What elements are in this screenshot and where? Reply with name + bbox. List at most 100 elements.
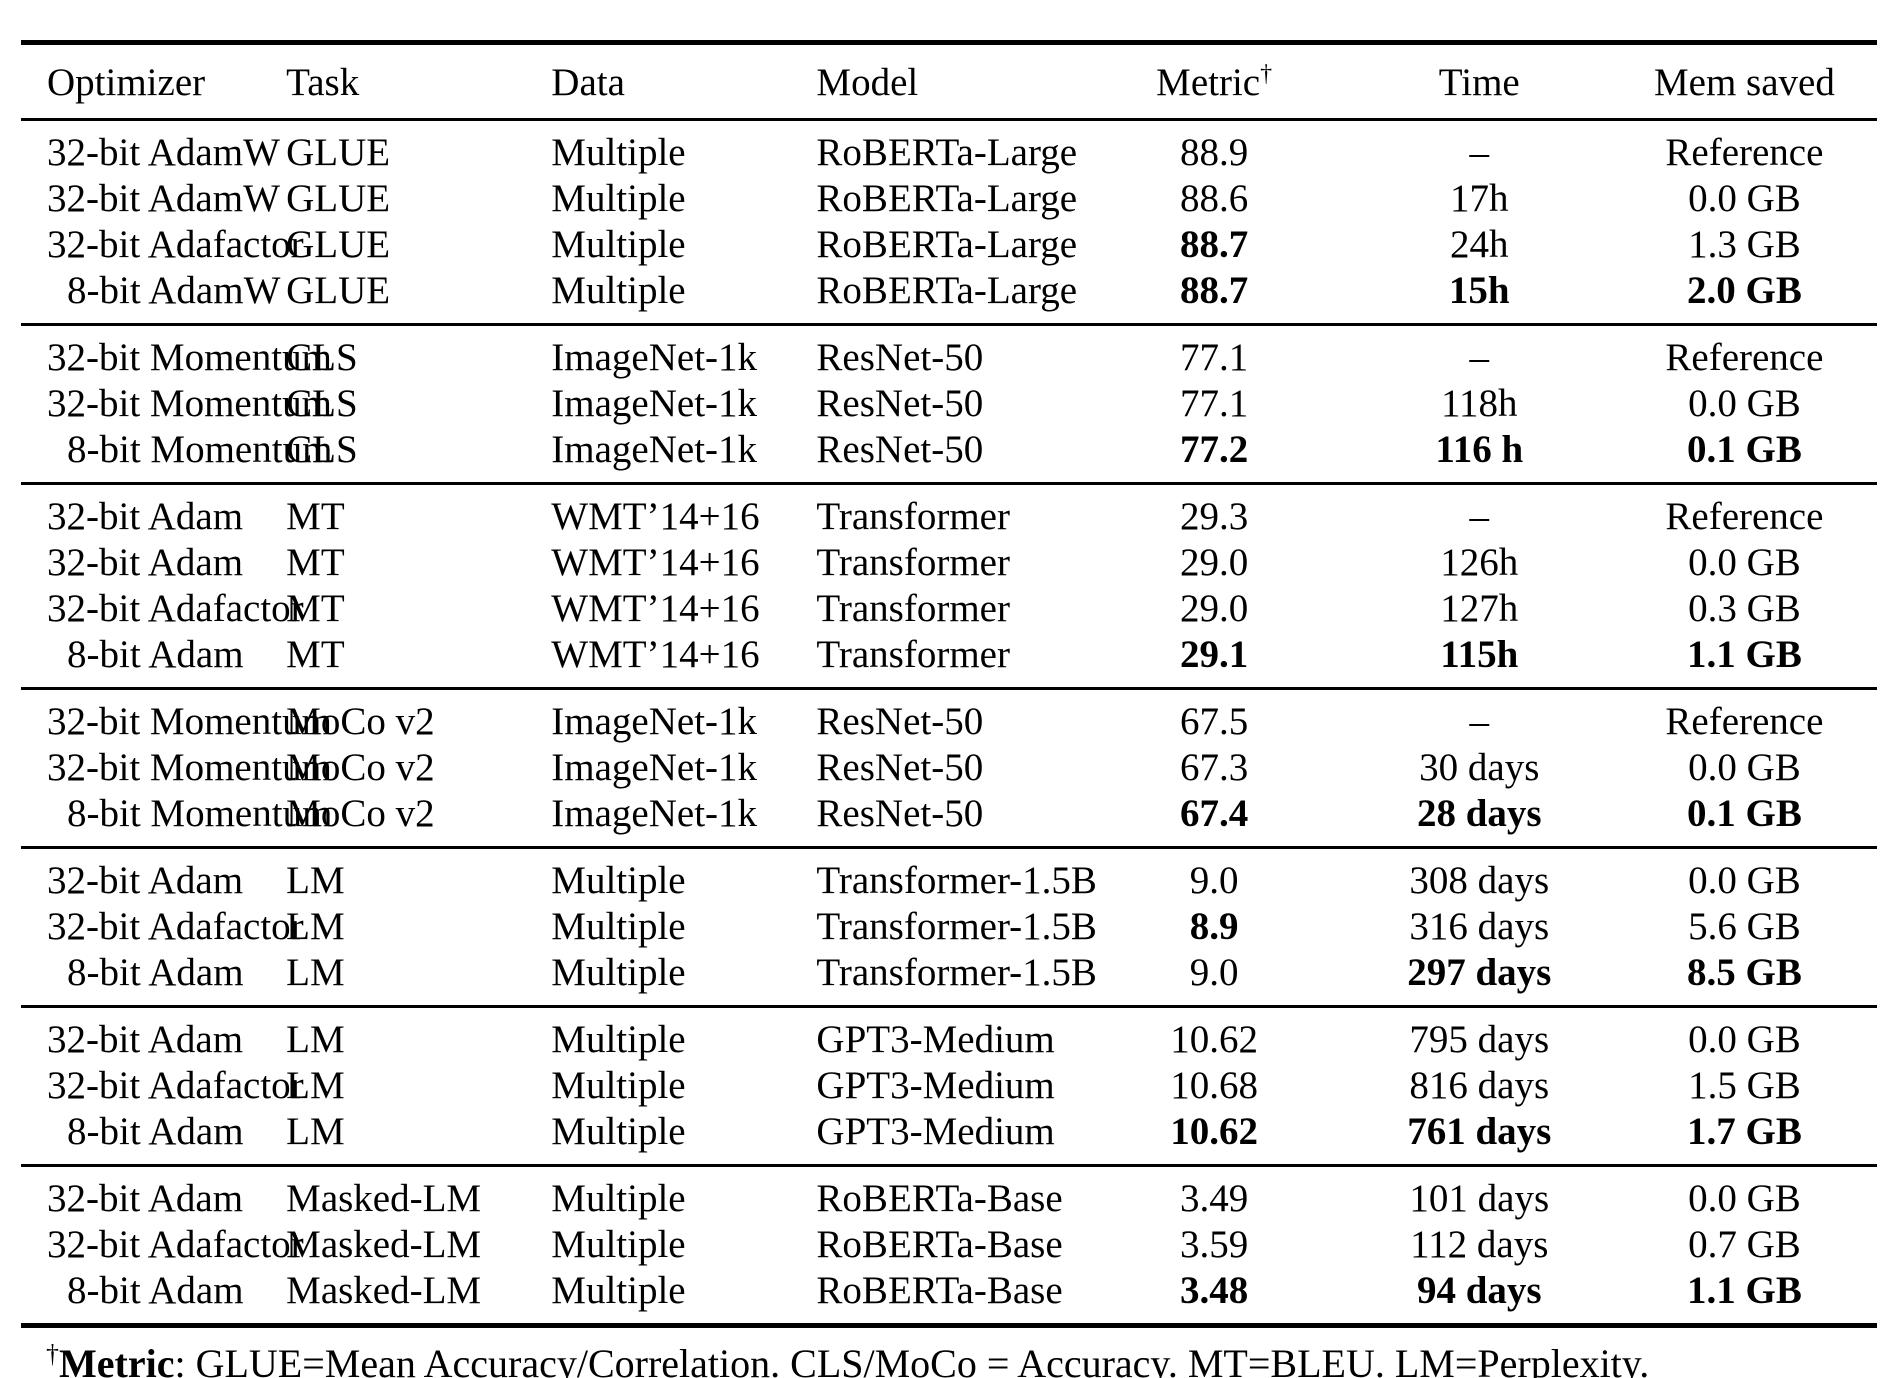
cell-mem-saved: Reference <box>1665 495 1824 538</box>
cell-data: Multiple <box>551 131 686 174</box>
cell-task: LM <box>286 1064 345 1107</box>
table-row: 32-bit Adafactor MT WMT’14+16 Transformer 29… <box>21 586 1877 632</box>
cell-optimizer: 8-bit Adam <box>67 1110 244 1153</box>
cell-model: Transformer-1.5B <box>816 905 1097 948</box>
cell-data: Multiple <box>551 1269 686 1312</box>
cell-optimizer: 32-bit AdamW <box>47 177 280 220</box>
cell-model: ResNet-50 <box>816 336 984 379</box>
cell-time: 308 days <box>1409 859 1550 902</box>
cell-model: Transformer-1.5B <box>816 951 1097 994</box>
header-row: Optimizer Task Data Model Metric† Time Mem sav… <box>21 43 1877 120</box>
cell-model: RoBERTa-Large <box>816 177 1078 220</box>
column-header-label: Metric <box>1156 61 1261 104</box>
cell-metric: 88.6 <box>1180 177 1249 220</box>
table-row: 32-bit Momentum MoCo v2 ImageNet-1k ResNet-… <box>21 745 1877 791</box>
cell-mem-saved: 2.0 GB <box>1686 269 1802 312</box>
cell-task: Masked-LM <box>286 1269 482 1312</box>
cell-data: ImageNet-1k <box>551 336 758 379</box>
cell-task: GLUE <box>286 131 391 174</box>
table-row: 8-bit Momentum MoCo v2 ImageNet-1k ResNet-5… <box>21 791 1877 848</box>
cell-data: Multiple <box>551 177 686 220</box>
cell-task: GLUE <box>286 177 391 220</box>
dagger-icon: † <box>1260 61 1273 87</box>
cell-mem-saved: 0.0 GB <box>1688 859 1801 902</box>
cell-data: ImageNet-1k <box>551 792 758 835</box>
cell-optimizer: 32-bit Adam <box>47 859 244 902</box>
cell-data: ImageNet-1k <box>551 700 758 743</box>
table-row: 32-bit AdamW GLUE Multiple RoBERTa-Large 88.… <box>21 120 1877 177</box>
cell-metric: 10.62 <box>1170 1018 1258 1061</box>
column-header-time: Time <box>1347 43 1612 120</box>
cell-mem-saved: 5.6 GB <box>1688 905 1801 948</box>
cell-optimizer: 32-bit Adam <box>47 495 244 538</box>
table-row: 8-bit Adam LM Multiple GPT3-Medium 10.62 761 … <box>21 1109 1877 1166</box>
cell-time: 24h <box>1450 223 1509 266</box>
cell-data: Multiple <box>551 223 686 266</box>
cell-task: LM <box>286 1110 345 1153</box>
cell-task: MT <box>286 587 345 630</box>
cell-mem-saved: 0.1 GB <box>1686 428 1802 471</box>
table-group: 32-bit Adam Masked-LM Multiple RoBERTa-Base… <box>21 1165 1877 1326</box>
cell-time: 297 days <box>1407 951 1552 994</box>
table-row: 32-bit Adam LM Multiple GPT3-Medium 10.62 795… <box>21 1007 1877 1064</box>
table-row: 32-bit Momentum CLS ImageNet-1k ResNet-50 77… <box>21 325 1877 382</box>
cell-task: CLS <box>286 428 358 471</box>
cell-metric: 9.0 <box>1189 859 1239 902</box>
cell-time: 94 days <box>1416 1269 1542 1312</box>
table-group: 32-bit Adam MT WMT’14+16 Transformer 29.3 – Re… <box>21 483 1877 689</box>
table-row: 32-bit Momentum MoCo v2 ImageNet-1k ResNet-… <box>21 689 1877 746</box>
column-header-label: Mem saved <box>1653 61 1835 104</box>
cell-data: Multiple <box>551 859 686 902</box>
cell-optimizer: 8-bit AdamW <box>67 269 281 312</box>
cell-metric: 3.49 <box>1180 1177 1249 1220</box>
table-group: 32-bit Momentum CLS ImageNet-1k ResNet-50 77… <box>21 324 1877 484</box>
cell-data: Multiple <box>551 1064 686 1107</box>
cell-optimizer: 32-bit Adafactor <box>47 223 304 266</box>
cell-model: ResNet-50 <box>816 746 984 789</box>
table-row: 8-bit Adam Masked-LM Multiple RoBERTa-Base 3… <box>21 1268 1877 1326</box>
column-header-label: Model <box>816 61 919 104</box>
cell-data: Multiple <box>551 951 686 994</box>
cell-mem-saved: 1.5 GB <box>1688 1064 1801 1107</box>
table-row: 8-bit AdamW GLUE Multiple RoBERTa-Large 88.7… <box>21 268 1877 325</box>
cell-time: – <box>1469 336 1490 379</box>
table-row: 32-bit Adam Masked-LM Multiple RoBERTa-Base… <box>21 1166 1877 1223</box>
cell-model: RoBERTa-Base <box>816 1223 1063 1266</box>
table-footnote: †Metric: GLUE=Mean Accuracy/Correlation.… <box>46 1340 1898 1378</box>
cell-data: WMT’14+16 <box>551 541 760 584</box>
cell-optimizer: 32-bit Momentum <box>47 746 332 789</box>
cell-optimizer: 8-bit Adam <box>67 951 244 994</box>
table-row: 8-bit Momentum CLS ImageNet-1k ResNet-50 77.… <box>21 427 1877 484</box>
cell-model: RoBERTa-Large <box>816 131 1078 174</box>
cell-mem-saved: 1.1 GB <box>1686 633 1802 676</box>
cell-metric: 29.3 <box>1180 495 1249 538</box>
cell-metric: 67.5 <box>1180 700 1249 743</box>
cell-mem-saved: 0.1 GB <box>1686 792 1802 835</box>
cell-model: RoBERTa-Large <box>816 269 1078 312</box>
table-group: 32-bit Momentum MoCo v2 ImageNet-1k ResNet-… <box>21 688 1877 848</box>
cell-time: 15h <box>1448 269 1510 312</box>
cell-model: Transformer <box>816 587 1010 630</box>
cell-task: MT <box>286 495 345 538</box>
cell-time: 17h <box>1450 177 1509 220</box>
cell-time: 316 days <box>1409 905 1550 948</box>
table-row: 32-bit Adafactor LM Multiple GPT3-Medium 10.… <box>21 1063 1877 1109</box>
cell-time: 28 days <box>1416 792 1542 835</box>
cell-mem-saved: 1.3 GB <box>1688 223 1801 266</box>
column-header-label: Optimizer <box>47 61 206 104</box>
cell-optimizer: 32-bit Adam <box>47 541 244 584</box>
cell-optimizer: 32-bit AdamW <box>47 131 280 174</box>
cell-model: Transformer-1.5B <box>816 859 1097 902</box>
table-row: 32-bit Adam MT WMT’14+16 Transformer 29.3 – Re… <box>21 484 1877 541</box>
cell-metric: 88.7 <box>1180 269 1249 312</box>
cell-time: 795 days <box>1409 1018 1550 1061</box>
cell-optimizer: 32-bit Adam <box>47 1018 244 1061</box>
cell-optimizer: 32-bit Adam <box>47 1177 244 1220</box>
cell-time: – <box>1469 131 1490 174</box>
cell-model: Transformer <box>816 541 1010 584</box>
cell-task: CLS <box>286 336 358 379</box>
table-group: 32-bit Adam LM Multiple Transformer-1.5B 9.0… <box>21 847 1877 1007</box>
cell-metric: 77.2 <box>1180 428 1249 471</box>
cell-time: 101 days <box>1409 1177 1550 1220</box>
cell-metric: 88.7 <box>1180 223 1249 266</box>
